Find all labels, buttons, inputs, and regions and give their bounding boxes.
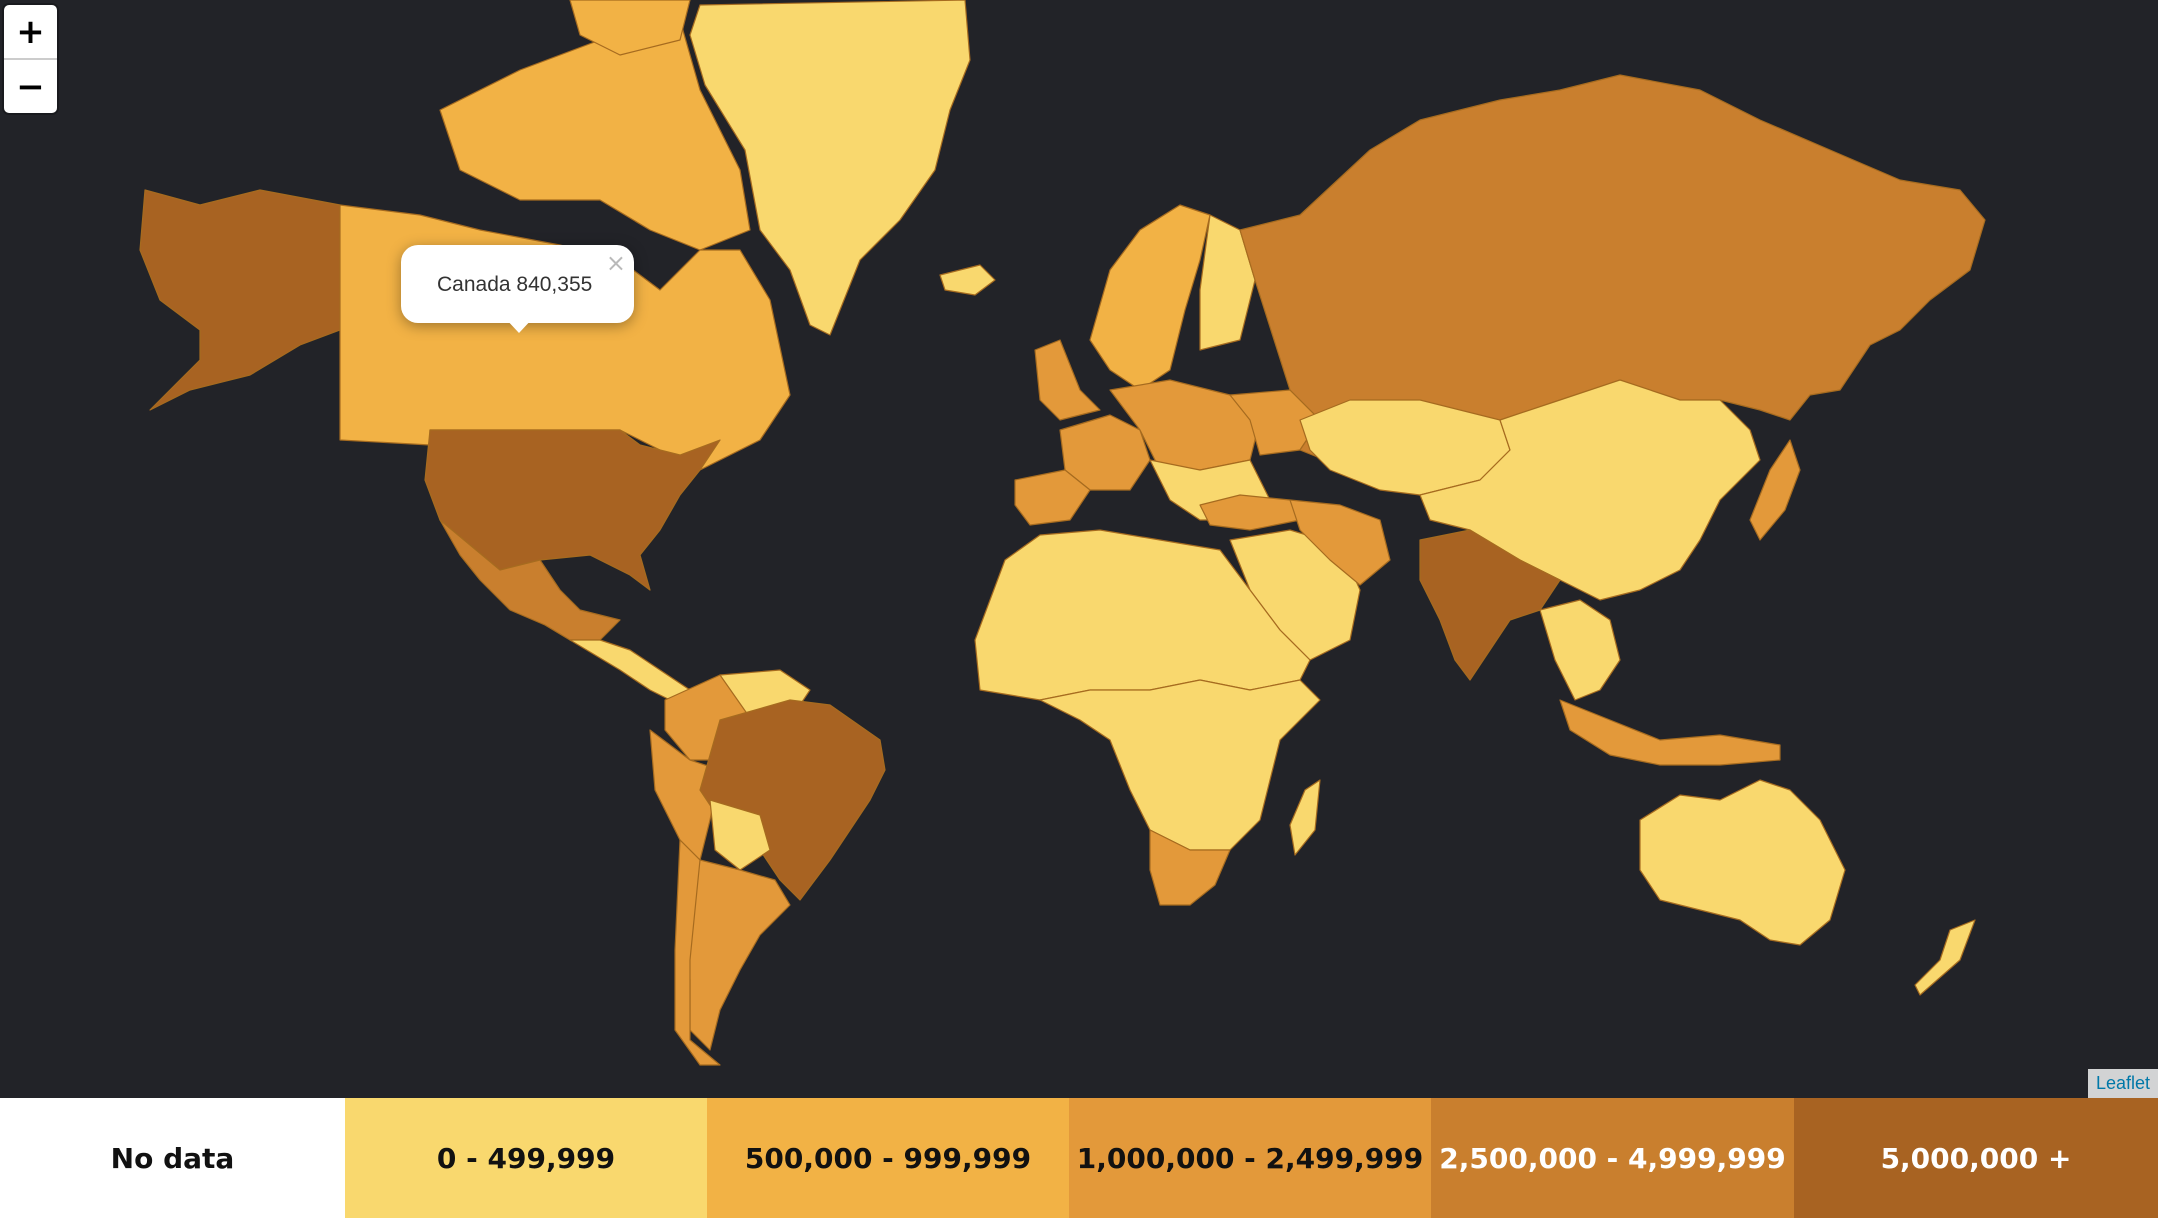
map-layer[interactable]	[0, 0, 2158, 1098]
country-norway-sweden[interactable]	[1089, 204, 1211, 391]
zoom-control: + −	[4, 5, 57, 113]
country-iceland[interactable]	[939, 264, 996, 296]
country-china[interactable]	[1419, 379, 1761, 601]
legend-item-bin-3: 2,500,000 - 4,999,999	[1431, 1098, 1794, 1218]
country-peru[interactable]	[649, 729, 721, 861]
legend-item-bin-0: 0 - 499,999	[345, 1098, 707, 1218]
country-canada-islands-2[interactable]	[569, 0, 691, 56]
country-australia[interactable]	[1639, 779, 1846, 946]
zoom-in-button[interactable]: +	[16, 11, 45, 52]
country-bolivia[interactable]	[709, 799, 771, 871]
world-map[interactable]: + − × Canada 840,355 Leaflet	[0, 0, 2158, 1098]
country-japan[interactable]	[1749, 439, 1801, 541]
country-madagascar[interactable]	[1289, 779, 1321, 856]
country-greenland[interactable]	[689, 0, 971, 336]
legend-item-bin-1: 500,000 - 999,999	[707, 1098, 1069, 1218]
country-popup: × Canada 840,355	[401, 245, 634, 333]
country-iran[interactable]	[1289, 499, 1391, 586]
country-argentina[interactable]	[684, 859, 791, 1051]
region-southeast-asia[interactable]	[1539, 599, 1621, 701]
zoom-out-button[interactable]: −	[4, 58, 57, 113]
country-new-zealand[interactable]	[1914, 919, 1976, 996]
popup-text: Canada 840,355	[437, 273, 593, 296]
legend: No data 0 - 499,999 500,000 - 999,999 1,…	[0, 1098, 2158, 1218]
country-spain[interactable]	[1014, 469, 1091, 526]
popup-close-button[interactable]: ×	[605, 249, 626, 277]
country-south-africa[interactable]	[1149, 829, 1231, 906]
country-usa-alaska[interactable]	[139, 189, 341, 411]
legend-item-no-data: No data	[0, 1098, 345, 1218]
country-indonesia[interactable]	[1559, 699, 1781, 766]
region-central-africa[interactable]	[1039, 679, 1321, 851]
country-chile[interactable]	[674, 839, 721, 1066]
country-uk[interactable]	[1034, 339, 1101, 421]
legend-item-bin-4: 5,000,000 +	[1794, 1098, 2158, 1218]
leaflet-attribution-link[interactable]: Leaflet	[2087, 1069, 2158, 1098]
legend-item-bin-2: 1,000,000 - 2,499,999	[1069, 1098, 1431, 1218]
popup-tip	[504, 317, 534, 333]
region-central-america[interactable]	[569, 639, 691, 706]
country-mexico[interactable]	[439, 519, 621, 641]
country-india[interactable]	[1419, 529, 1561, 681]
